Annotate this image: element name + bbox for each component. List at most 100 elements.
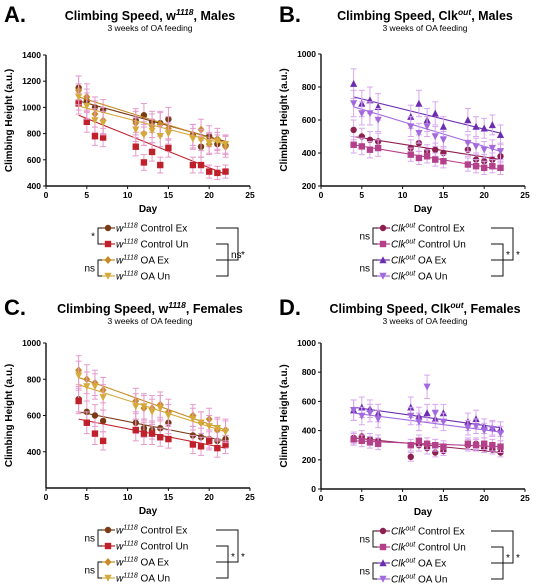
pair-significance: ns <box>84 534 95 545</box>
legend-gene: Clk <box>391 559 406 570</box>
pair-bracket <box>372 530 377 548</box>
y-tick-label: 800 <box>27 374 41 384</box>
data-point <box>206 168 213 175</box>
legend-marker <box>104 224 112 232</box>
legend-label: Control Un <box>415 543 466 554</box>
legend-gene-sup: out <box>405 542 416 549</box>
y-tick-label: 400 <box>27 181 41 191</box>
legend-label: Control Ex <box>415 224 464 235</box>
legend-entry: Clkout OA Ex <box>391 558 446 570</box>
data-point <box>221 428 230 436</box>
legend-gene: w <box>116 542 124 553</box>
data-point <box>358 143 365 150</box>
data-point <box>366 110 374 118</box>
legend-gene: Clk <box>391 543 406 554</box>
x-tick-label: 20 <box>479 190 489 200</box>
y-tick-label: 200 <box>302 181 316 191</box>
y-tick-label: 600 <box>27 155 41 165</box>
legend-marker <box>379 272 387 280</box>
group-bracket <box>216 227 239 261</box>
x-tick-label: 5 <box>84 492 89 502</box>
x-tick-label: 5 <box>359 190 364 200</box>
legend-gene-sup: 1118 <box>123 223 138 230</box>
legend-entry: Clkout OA Ex <box>391 255 446 267</box>
data-point <box>157 434 164 441</box>
legend-entry: Clkout Control Un <box>391 239 466 251</box>
legend-entry: Clkout Control Un <box>391 542 466 554</box>
data-point <box>148 408 156 416</box>
pair-significance: ns <box>359 232 370 243</box>
x-tick-label: 25 <box>245 492 255 502</box>
legend-entry: Clkout Control Ex <box>391 526 465 538</box>
data-point <box>91 430 99 437</box>
data-point <box>489 163 496 170</box>
chart-title-tail: , Females <box>186 302 243 316</box>
x-tick-label: 0 <box>319 493 324 503</box>
x-tick-label: 15 <box>439 493 449 503</box>
data-point <box>464 139 472 147</box>
data-point <box>189 161 197 169</box>
data-point <box>83 419 90 426</box>
legend-entry: w1118 OA Ex <box>116 557 169 569</box>
y-tick-label: 400 <box>302 148 316 158</box>
group-significance: * <box>241 250 245 261</box>
data-point <box>205 423 213 431</box>
data-point <box>75 397 82 405</box>
x-axis-label: Day <box>414 507 433 518</box>
data-point <box>99 437 107 445</box>
x-tick-label: 10 <box>123 492 133 502</box>
x-tick-label: 0 <box>319 190 324 200</box>
pair-significance: ns <box>359 264 370 275</box>
legend-label: Control Un <box>415 240 466 251</box>
chart-title-sup: 1118 <box>176 7 194 17</box>
data-point <box>91 412 99 419</box>
data-point <box>91 133 99 140</box>
chart-title-main: Climbing Speed, w <box>65 9 176 23</box>
data-point <box>472 143 480 151</box>
legend-entry: Clkout Control Ex <box>391 223 465 235</box>
legend-marker <box>104 542 112 550</box>
data-point <box>350 100 358 108</box>
data-point <box>407 123 415 131</box>
panel-letter: A. <box>4 2 26 27</box>
legend-entry: w1118 OA Ex <box>116 255 169 267</box>
group-significance: * <box>231 552 235 563</box>
data-point <box>497 164 504 172</box>
legend-entry: w1118 Control Ex <box>116 525 187 537</box>
data-point <box>464 116 472 124</box>
chart-title: Climbing Speed, Clkout, Females <box>329 300 520 316</box>
legend-label: Control Un <box>138 240 189 251</box>
data-point <box>222 441 229 448</box>
data-point <box>148 430 156 437</box>
x-tick-label: 25 <box>245 190 255 200</box>
legend-label: OA Un <box>415 272 447 283</box>
legend-marker <box>379 224 387 232</box>
y-axis-label: Climbing Height (a.u.) <box>279 364 290 467</box>
data-point <box>481 164 488 172</box>
y-tick-label: 800 <box>27 129 41 139</box>
y-tick-label: 1000 <box>22 338 41 348</box>
series-2 <box>75 75 230 158</box>
data-point <box>366 439 374 446</box>
data-point <box>157 161 164 169</box>
legend-marker <box>379 559 387 567</box>
data-point <box>140 159 148 166</box>
x-axis-label: Day <box>139 506 158 517</box>
y-tick-label: 600 <box>302 115 316 125</box>
x-tick-label: 0 <box>44 492 49 502</box>
legend-gene: w <box>116 574 124 585</box>
y-tick-label: 0 <box>311 484 316 494</box>
legend-label: OA Ex <box>415 559 446 570</box>
legend-entry: Clkout OA Un <box>391 574 447 586</box>
legend-gene-sup: 1118 <box>123 239 138 246</box>
chart-subtitle: 3 weeks of OA feeding <box>107 316 192 326</box>
data-point <box>140 430 148 437</box>
legend-entry: w1118 OA Un <box>116 271 170 283</box>
data-point <box>423 383 431 391</box>
legend-entry: w1118 Control Un <box>116 239 188 251</box>
group-bracket <box>491 227 514 261</box>
group-bracket <box>491 530 514 564</box>
data-point <box>197 136 205 144</box>
data-point <box>189 415 197 423</box>
legend-entry: Clkout OA Un <box>391 271 447 283</box>
